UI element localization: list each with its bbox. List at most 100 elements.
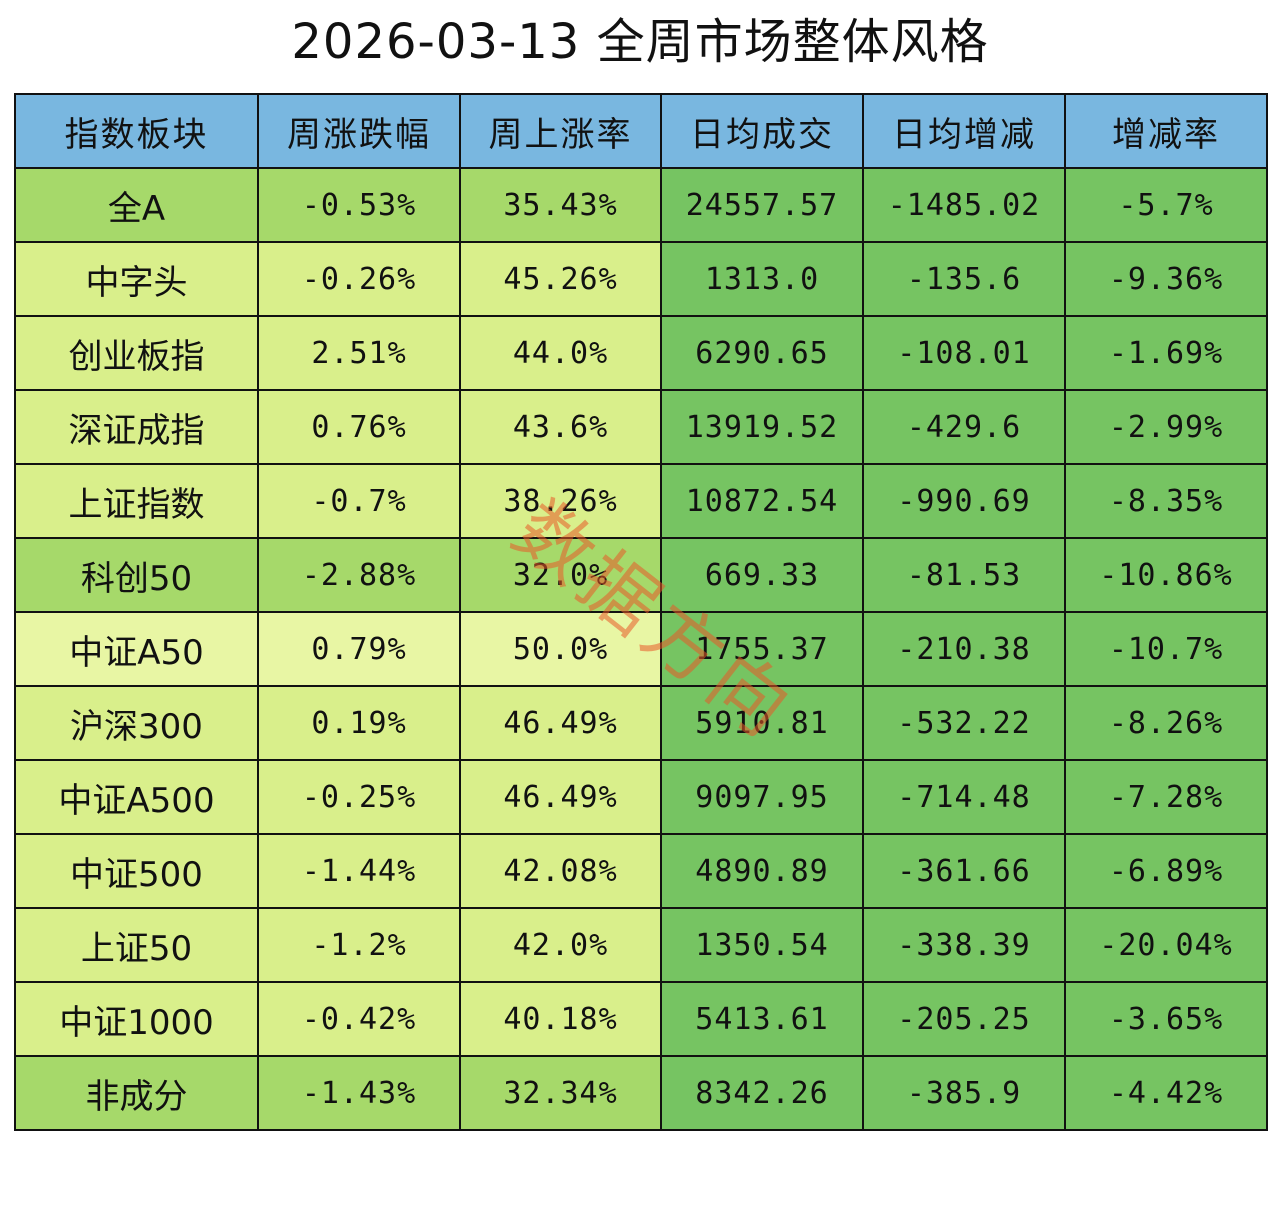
cell-weekly-change: -2.88% bbox=[257, 537, 461, 613]
cell-weekly-up-rate: 50.0% bbox=[459, 611, 662, 687]
cell-weekly-change: -0.42% bbox=[257, 981, 461, 1057]
cell-change-rate: -6.89% bbox=[1064, 833, 1268, 909]
table-row: 创业板指 2.51% 44.0% 6290.65 -108.01 -1.69% bbox=[14, 315, 1268, 391]
cell-avg-change: -135.6 bbox=[862, 241, 1066, 317]
cell-weekly-change: -0.25% bbox=[257, 759, 461, 835]
cell-avg-volume: 13919.52 bbox=[660, 389, 864, 465]
header-avg-change: 日均增减 bbox=[862, 93, 1066, 169]
cell-change-rate: -8.35% bbox=[1064, 463, 1268, 539]
cell-weekly-change: -0.53% bbox=[257, 167, 461, 243]
cell-avg-change: -714.48 bbox=[862, 759, 1066, 835]
cell-weekly-up-rate: 35.43% bbox=[459, 167, 662, 243]
cell-change-rate: -10.7% bbox=[1064, 611, 1268, 687]
cell-index-name: 科创50 bbox=[14, 537, 259, 613]
cell-weekly-change: 0.19% bbox=[257, 685, 461, 761]
cell-change-rate: -20.04% bbox=[1064, 907, 1268, 983]
table-row: 全A -0.53% 35.43% 24557.57 -1485.02 -5.7% bbox=[14, 167, 1268, 243]
cell-avg-change: -385.9 bbox=[862, 1055, 1066, 1131]
cell-change-rate: -1.69% bbox=[1064, 315, 1268, 391]
cell-weekly-up-rate: 42.08% bbox=[459, 833, 662, 909]
table-body: 全A -0.53% 35.43% 24557.57 -1485.02 -5.7% 中字头 -0… bbox=[14, 167, 1268, 1131]
cell-avg-volume: 669.33 bbox=[660, 537, 864, 613]
cell-index-name: 中证500 bbox=[14, 833, 259, 909]
page-title: 2026-03-13 全周市场整体风格 bbox=[291, 14, 989, 70]
cell-avg-change: -1485.02 bbox=[862, 167, 1066, 243]
table-row: 科创50 -2.88% 32.0% 669.33 -81.53 -10.86% bbox=[14, 537, 1268, 613]
cell-weekly-up-rate: 45.26% bbox=[459, 241, 662, 317]
cell-weekly-change: -0.7% bbox=[257, 463, 461, 539]
cell-avg-change: -532.22 bbox=[862, 685, 1066, 761]
cell-weekly-up-rate: 38.26% bbox=[459, 463, 662, 539]
cell-index-name: 全A bbox=[14, 167, 259, 243]
cell-avg-change: -108.01 bbox=[862, 315, 1066, 391]
table-row: 中证1000 -0.42% 40.18% 5413.61 -205.25 -3.65% bbox=[14, 981, 1268, 1057]
cell-weekly-up-rate: 44.0% bbox=[459, 315, 662, 391]
cell-avg-change: -338.39 bbox=[862, 907, 1066, 983]
cell-weekly-up-rate: 46.49% bbox=[459, 759, 662, 835]
table-row: 中证500 -1.44% 42.08% 4890.89 -361.66 -6.89% bbox=[14, 833, 1268, 909]
cell-weekly-change: 0.76% bbox=[257, 389, 461, 465]
cell-index-name: 创业板指 bbox=[14, 315, 259, 391]
cell-avg-volume: 5413.61 bbox=[660, 981, 864, 1057]
table-row: 中证A500 -0.25% 46.49% 9097.95 -714.48 -7.28% bbox=[14, 759, 1268, 835]
header-index-sector: 指数板块 bbox=[14, 93, 259, 169]
cell-change-rate: -10.86% bbox=[1064, 537, 1268, 613]
cell-weekly-up-rate: 40.18% bbox=[459, 981, 662, 1057]
cell-change-rate: -8.26% bbox=[1064, 685, 1268, 761]
cell-index-name: 上证指数 bbox=[14, 463, 259, 539]
header-change-rate: 增减率 bbox=[1064, 93, 1268, 169]
cell-index-name: 深证成指 bbox=[14, 389, 259, 465]
cell-avg-volume: 4890.89 bbox=[660, 833, 864, 909]
cell-avg-change: -205.25 bbox=[862, 981, 1066, 1057]
cell-change-rate: -4.42% bbox=[1064, 1055, 1268, 1131]
cell-weekly-change: -1.44% bbox=[257, 833, 461, 909]
cell-index-name: 中证A500 bbox=[14, 759, 259, 835]
cell-change-rate: -2.99% bbox=[1064, 389, 1268, 465]
table-row: 中字头 -0.26% 45.26% 1313.0 -135.6 -9.36% bbox=[14, 241, 1268, 317]
cell-weekly-change: -0.26% bbox=[257, 241, 461, 317]
table-row: 中证A50 0.79% 50.0% 1755.37 -210.38 -10.7% bbox=[14, 611, 1268, 687]
cell-avg-change: -210.38 bbox=[862, 611, 1066, 687]
cell-index-name: 非成分 bbox=[14, 1055, 259, 1131]
cell-weekly-up-rate: 43.6% bbox=[459, 389, 662, 465]
market-style-table: 指数板块 周涨跌幅 周上涨率 日均成交 日均增减 增减率 全A -0.53% 35.… bbox=[14, 93, 1268, 1131]
cell-index-name: 中证A50 bbox=[14, 611, 259, 687]
cell-weekly-up-rate: 32.34% bbox=[459, 1055, 662, 1131]
header-weekly-change: 周涨跌幅 bbox=[257, 93, 461, 169]
cell-weekly-change: -1.2% bbox=[257, 907, 461, 983]
header-avg-volume: 日均成交 bbox=[660, 93, 864, 169]
cell-avg-volume: 5910.81 bbox=[660, 685, 864, 761]
table-row: 非成分 -1.43% 32.34% 8342.26 -385.9 -4.42% bbox=[14, 1055, 1268, 1131]
cell-index-name: 中字头 bbox=[14, 241, 259, 317]
cell-index-name: 沪深300 bbox=[14, 685, 259, 761]
cell-avg-volume: 9097.95 bbox=[660, 759, 864, 835]
cell-change-rate: -3.65% bbox=[1064, 981, 1268, 1057]
table-row: 上证指数 -0.7% 38.26% 10872.54 -990.69 -8.35% bbox=[14, 463, 1268, 539]
cell-weekly-change: -1.43% bbox=[257, 1055, 461, 1131]
cell-avg-change: -990.69 bbox=[862, 463, 1066, 539]
cell-avg-volume: 24557.57 bbox=[660, 167, 864, 243]
cell-weekly-change: 0.79% bbox=[257, 611, 461, 687]
cell-change-rate: -7.28% bbox=[1064, 759, 1268, 835]
cell-weekly-up-rate: 42.0% bbox=[459, 907, 662, 983]
cell-index-name: 中证1000 bbox=[14, 981, 259, 1057]
cell-avg-change: -81.53 bbox=[862, 537, 1066, 613]
table-row: 上证50 -1.2% 42.0% 1350.54 -338.39 -20.04% bbox=[14, 907, 1268, 983]
cell-avg-change: -361.66 bbox=[862, 833, 1066, 909]
table-row: 深证成指 0.76% 43.6% 13919.52 -429.6 -2.99% bbox=[14, 389, 1268, 465]
table-row: 沪深300 0.19% 46.49% 5910.81 -532.22 -8.26% bbox=[14, 685, 1268, 761]
cell-index-name: 上证50 bbox=[14, 907, 259, 983]
cell-change-rate: -9.36% bbox=[1064, 241, 1268, 317]
table-header-row: 指数板块 周涨跌幅 周上涨率 日均成交 日均增减 增减率 bbox=[14, 93, 1268, 169]
cell-avg-volume: 8342.26 bbox=[660, 1055, 864, 1131]
cell-avg-volume: 1755.37 bbox=[660, 611, 864, 687]
header-weekly-up-rate: 周上涨率 bbox=[459, 93, 662, 169]
cell-avg-volume: 10872.54 bbox=[660, 463, 864, 539]
cell-weekly-up-rate: 46.49% bbox=[459, 685, 662, 761]
cell-weekly-change: 2.51% bbox=[257, 315, 461, 391]
cell-avg-change: -429.6 bbox=[862, 389, 1066, 465]
cell-avg-volume: 6290.65 bbox=[660, 315, 864, 391]
cell-weekly-up-rate: 32.0% bbox=[459, 537, 662, 613]
cell-change-rate: -5.7% bbox=[1064, 167, 1268, 243]
cell-avg-volume: 1313.0 bbox=[660, 241, 864, 317]
